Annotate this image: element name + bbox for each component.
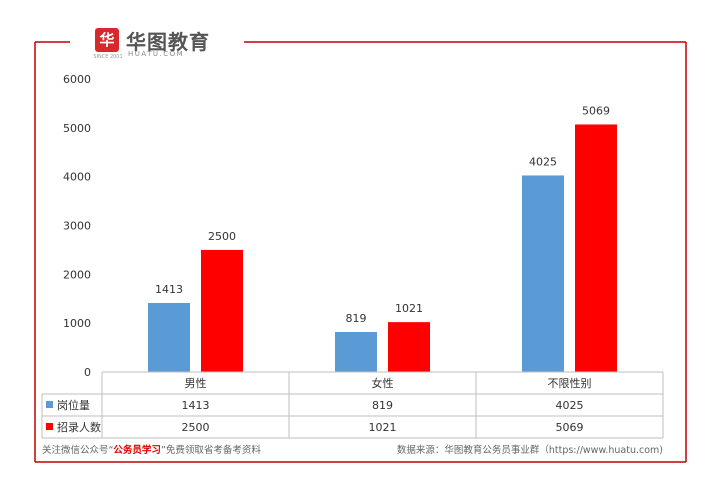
- bar-value-label: 4025: [529, 155, 557, 168]
- logo-mark-icon: 华: [95, 28, 119, 52]
- table-cell-value: 5069: [556, 421, 584, 434]
- table-cell-value: 1413: [182, 399, 210, 412]
- category-label: 男性: [185, 376, 207, 390]
- y-tick-label: 5000: [63, 122, 91, 135]
- bar: [201, 249, 243, 372]
- bar: [575, 124, 617, 372]
- footer-note-prefix: 关注微信公众号“: [42, 445, 114, 456]
- legend-key: [46, 401, 53, 408]
- table-cell-value: 2500: [182, 421, 210, 434]
- bar-value-label: 1021: [395, 302, 423, 315]
- table-cell-value: 819: [372, 399, 393, 412]
- bar-chart: 0 1000 2000 3000 4000 5000 6000 1413 2500 819 1021…: [41, 73, 664, 439]
- logo-url: HUATU.COM: [128, 50, 185, 58]
- logo-name: 华图教育: [126, 30, 210, 54]
- logo: 华 SINCE 2001 华图教育 HUATU.COM: [92, 24, 242, 60]
- footer-source: 数据来源：华图教育公务员事业群（https://www.huatu.com): [396, 445, 663, 456]
- bar: [148, 302, 190, 372]
- y-tick-label: 2000: [63, 268, 91, 281]
- table-cell-value: 4025: [556, 399, 584, 412]
- y-tick-label: 4000: [63, 171, 91, 184]
- bar-value-label: 819: [346, 312, 367, 325]
- category-label: 女性: [372, 376, 394, 390]
- bar-value-label: 5069: [582, 104, 610, 117]
- bar-value-label: 1413: [155, 283, 183, 296]
- y-tick-label: 0: [84, 366, 91, 379]
- footer-note-suffix: ”免费领取省考备考资料: [160, 445, 261, 456]
- y-tick-label: 6000: [63, 73, 91, 86]
- table-cell-value: 1021: [369, 421, 397, 434]
- bar: [388, 322, 430, 372]
- footer-highlight: 公务员学习: [113, 445, 161, 456]
- legend-key: [46, 423, 53, 430]
- logo-since: SINCE 2001: [93, 54, 123, 60]
- bar: [335, 332, 377, 372]
- legend-label: 岗位量: [57, 398, 90, 412]
- bar: [522, 175, 564, 372]
- category-label: 不限性别: [548, 376, 592, 390]
- legend-label: 招录人数: [57, 420, 101, 434]
- y-tick-label: 1000: [63, 317, 91, 330]
- bar-value-label: 2500: [208, 230, 236, 243]
- y-tick-label: 3000: [63, 220, 91, 233]
- footer-note: 关注微信公众号“公务员学习”免费领取省考备考资料: [42, 442, 261, 456]
